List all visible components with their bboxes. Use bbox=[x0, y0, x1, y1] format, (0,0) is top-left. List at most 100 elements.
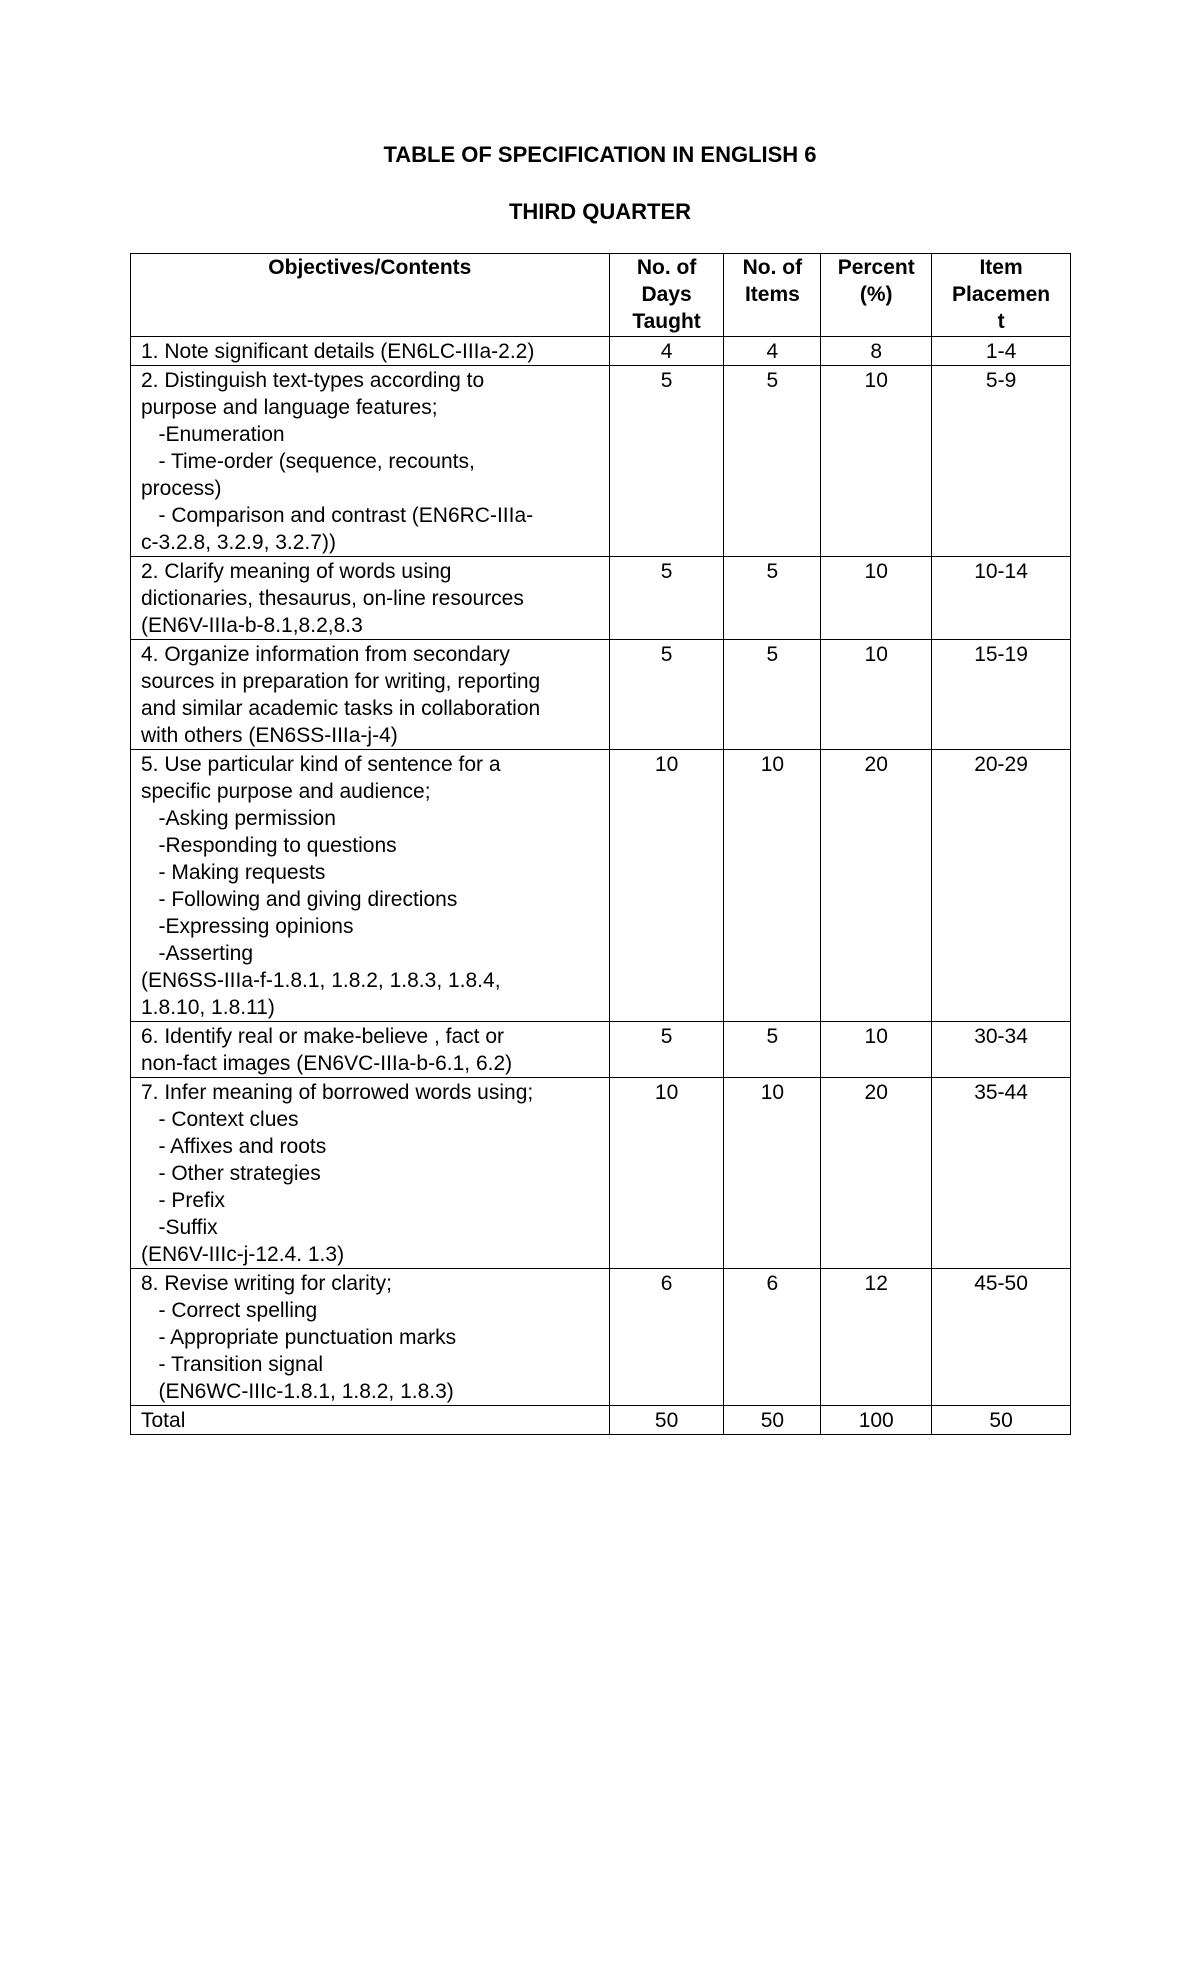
objective-line: (EN6SS-IIIa-f-1.8.1, 1.8.2, 1.8.3, 1.8.4… bbox=[141, 969, 501, 992]
objective-line: 5. Use particular kind of sentence for a bbox=[141, 753, 501, 776]
objective-line: - Time-order (sequence, recounts, bbox=[141, 450, 475, 473]
days-taught-cell: 5 bbox=[608, 1021, 725, 1078]
header-line: (%) bbox=[859, 283, 893, 306]
item-placement-cell: 30-34 bbox=[931, 1021, 1071, 1078]
days-taught-cell: 5 bbox=[608, 639, 725, 750]
objective-line: -Suffix bbox=[141, 1216, 218, 1239]
objective-line: -Responding to questions bbox=[141, 834, 397, 857]
objective-line: -Enumeration bbox=[141, 423, 285, 446]
header-line: No. of bbox=[636, 256, 697, 279]
item-placement-cell: 10-14 bbox=[931, 556, 1071, 640]
objective-line: - Making requests bbox=[141, 861, 326, 884]
item-placement-cell: 35-44 bbox=[931, 1077, 1071, 1269]
days-taught-cell: 4 bbox=[608, 336, 725, 366]
items-cell: 5 bbox=[723, 365, 822, 557]
objective-line: 1.8.10, 1.8.11) bbox=[141, 996, 275, 1019]
objective-line: -Asserting bbox=[141, 942, 254, 965]
header-item-placement: Item Placemen t bbox=[931, 253, 1071, 337]
item-placement-cell: 5-9 bbox=[931, 365, 1071, 557]
objective-line: - Transition signal bbox=[141, 1353, 324, 1376]
percent-cell: 12 bbox=[820, 1268, 933, 1406]
header-line: Item bbox=[979, 256, 1023, 279]
days-taught-cell: 6 bbox=[608, 1268, 725, 1406]
items-cell: 4 bbox=[723, 336, 822, 366]
percent-cell: 20 bbox=[820, 749, 933, 1022]
item-placement-cell: 20-29 bbox=[931, 749, 1071, 1022]
objective-line: - Correct spelling bbox=[141, 1299, 318, 1322]
percent-cell: 8 bbox=[820, 336, 933, 366]
objective-line: -Asking permission bbox=[141, 807, 336, 830]
table-row: 8. Revise writing for clarity; - Correct… bbox=[130, 1268, 1071, 1406]
objective-line: 2. Clarify meaning of words using bbox=[141, 560, 452, 583]
objective-line: Total bbox=[141, 1409, 186, 1432]
percent-cell: 100 bbox=[820, 1405, 933, 1435]
objective-line: non-fact images (EN6VC-IIIa-b-6.1, 6.2) bbox=[141, 1052, 513, 1075]
percent-cell: 10 bbox=[820, 1021, 933, 1078]
document-subtitle: THIRD QUARTER bbox=[508, 199, 692, 224]
percent-cell: 10 bbox=[820, 639, 933, 750]
item-placement-cell: 50 bbox=[931, 1405, 1071, 1435]
percent-cell: 20 bbox=[820, 1077, 933, 1269]
item-placement-cell: 45-50 bbox=[931, 1268, 1071, 1406]
table-row: 7. Infer meaning of borrowed words using… bbox=[130, 1077, 1071, 1269]
objective-line: specific purpose and audience; bbox=[141, 780, 431, 803]
objective-line: - Context clues bbox=[141, 1108, 299, 1131]
days-taught-cell: 10 bbox=[608, 749, 725, 1022]
objective-line: purpose and language features; bbox=[141, 396, 438, 419]
objective-cell: 6. Identify real or make-believe , fact … bbox=[130, 1021, 610, 1078]
table-header-row: Objectives/Contents No. of Days Taught N… bbox=[130, 253, 1071, 337]
objective-line: 7. Infer meaning of borrowed words using… bbox=[141, 1081, 534, 1104]
objective-cell: 2. Clarify meaning of words using diction… bbox=[130, 556, 610, 640]
items-cell: 10 bbox=[723, 1077, 822, 1269]
objective-line: (EN6V-IIIa-b-8.1,8.2,8.3 bbox=[141, 614, 363, 637]
days-taught-cell: 50 bbox=[608, 1405, 725, 1435]
objective-line: -Expressing opinions bbox=[141, 915, 354, 938]
objective-line: 4. Organize information from secondary bbox=[141, 643, 510, 666]
item-placement-cell: 15-19 bbox=[931, 639, 1071, 750]
table-row: 4. Organize information from secondary so… bbox=[130, 639, 1071, 750]
objective-line: - Other strategies bbox=[141, 1162, 321, 1185]
table-row: 1. Note significant details (EN6LC-IIIa-… bbox=[130, 336, 1071, 366]
objective-cell: 7. Infer meaning of borrowed words using… bbox=[130, 1077, 610, 1269]
objective-line: 8. Revise writing for clarity; bbox=[141, 1272, 392, 1295]
total-row: Total 50 50 100 50 bbox=[130, 1405, 1071, 1435]
days-taught-cell: 5 bbox=[608, 365, 725, 557]
item-placement-cell: 1-4 bbox=[931, 336, 1071, 366]
items-cell: 50 bbox=[723, 1405, 822, 1435]
objective-line: 2. Distinguish text-types according to bbox=[141, 369, 485, 392]
objective-line: 6. Identify real or make-believe , fact … bbox=[141, 1025, 504, 1048]
table-row: 2. Distinguish text-types according to pu… bbox=[130, 365, 1071, 557]
percent-cell: 10 bbox=[820, 365, 933, 557]
specification-table: Objectives/Contents No. of Days Taught N… bbox=[130, 253, 1071, 1435]
objective-cell: 1. Note significant details (EN6LC-IIIa-… bbox=[130, 336, 610, 366]
objective-line: - Appropriate punctuation marks bbox=[141, 1326, 457, 1349]
objective-line: c-3.2.8, 3.2.9, 3.2.7)) bbox=[141, 531, 336, 554]
document-title: TABLE OF SPECIFICATION IN ENGLISH 6 bbox=[383, 142, 817, 167]
header-items: No. of Items bbox=[723, 253, 822, 337]
objective-cell: 5. Use particular kind of sentence for a… bbox=[130, 749, 610, 1022]
header-line: t bbox=[997, 310, 1005, 333]
header-objectives: Objectives/Contents bbox=[130, 253, 610, 337]
objective-cell: 8. Revise writing for clarity; - Correct… bbox=[130, 1268, 610, 1406]
days-taught-cell: 5 bbox=[608, 556, 725, 640]
table-row: 6. Identify real or make-believe , fact … bbox=[130, 1021, 1071, 1078]
items-cell: 5 bbox=[723, 639, 822, 750]
objective-line: process) bbox=[141, 477, 222, 500]
header-days-taught: No. of Days Taught bbox=[608, 253, 725, 337]
objective-line: - Comparison and contrast (EN6RC-IIIa- bbox=[141, 504, 534, 527]
objective-line: sources in preparation for writing, repo… bbox=[141, 670, 541, 693]
objective-cell: 2. Distinguish text-types according to pu… bbox=[130, 365, 610, 557]
table-row: 5. Use particular kind of sentence for a… bbox=[130, 749, 1071, 1022]
objective-line: - Following and giving directions bbox=[141, 888, 458, 911]
objective-cell: 4. Organize information from secondary so… bbox=[130, 639, 610, 750]
header-line: Days bbox=[641, 283, 692, 306]
header-line: No. of bbox=[742, 256, 803, 279]
objective-line: - Affixes and roots bbox=[141, 1135, 327, 1158]
objective-line: with others (EN6SS-IIIa-j-4) bbox=[141, 724, 398, 747]
table-row: 2. Clarify meaning of words using diction… bbox=[130, 556, 1071, 640]
objective-line: (EN6WC-IIIc-1.8.1, 1.8.2, 1.8.3) bbox=[141, 1380, 454, 1403]
header-percent: Percent (%) bbox=[820, 253, 933, 337]
percent-cell: 10 bbox=[820, 556, 933, 640]
header-line: Items bbox=[744, 283, 800, 306]
items-cell: 10 bbox=[723, 749, 822, 1022]
